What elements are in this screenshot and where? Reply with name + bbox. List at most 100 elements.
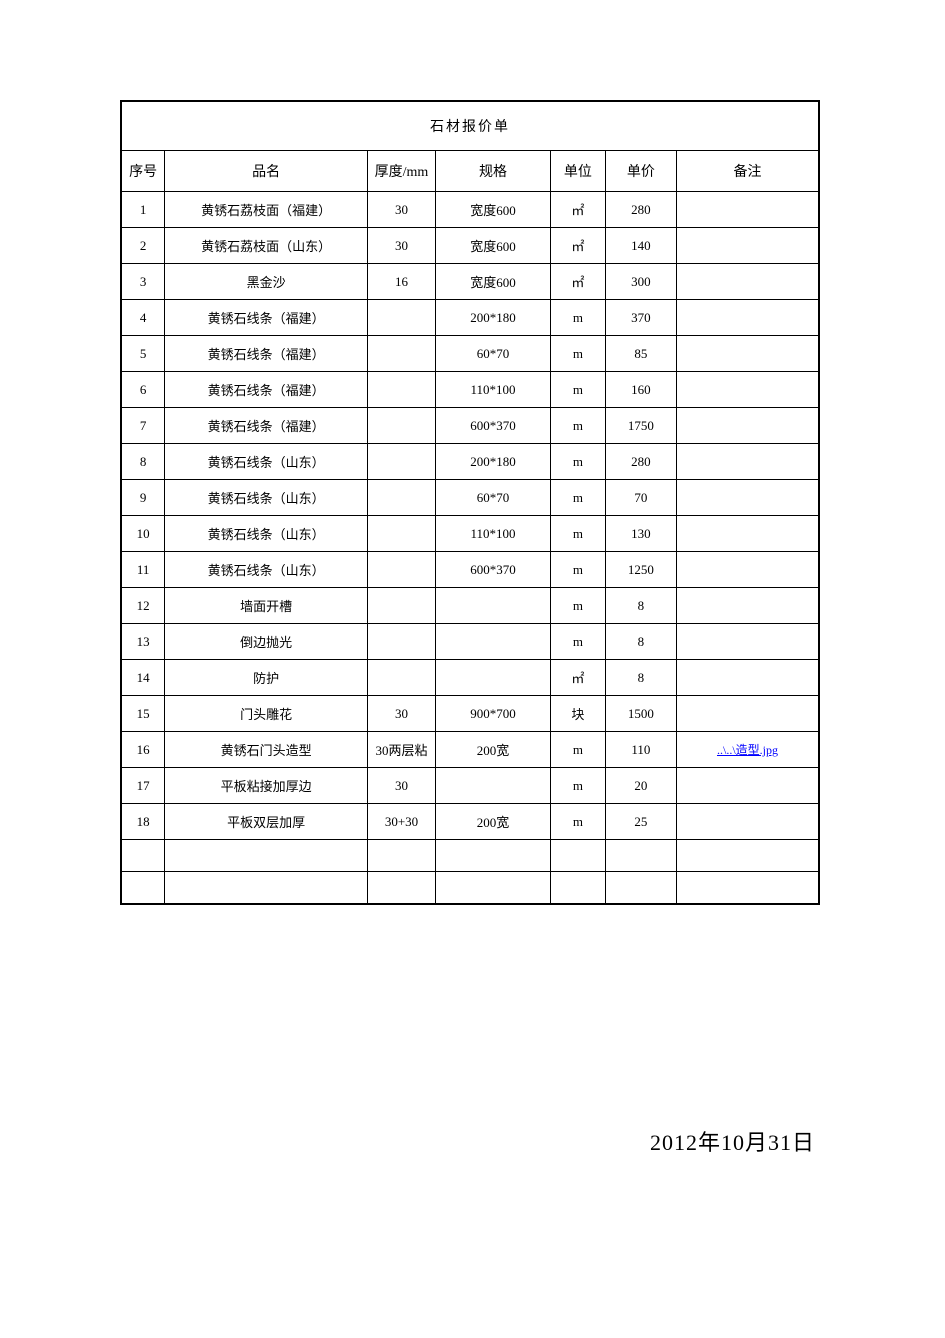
cell-price: 20 <box>605 768 676 804</box>
table-row: 14防护㎡8 <box>121 660 819 696</box>
cell-spec: 600*370 <box>435 408 550 444</box>
cell-remark <box>677 696 820 732</box>
cell-name: 倒边抛光 <box>165 624 368 660</box>
cell-unit: m <box>551 480 606 516</box>
cell-name: 防护 <box>165 660 368 696</box>
cell-price: 8 <box>605 660 676 696</box>
cell-spec: 900*700 <box>435 696 550 732</box>
cell-unit: m <box>551 624 606 660</box>
cell-spec <box>435 840 550 872</box>
cell-unit: ㎡ <box>551 264 606 300</box>
table-row: 17平板粘接加厚边30m20 <box>121 768 819 804</box>
cell-unit: m <box>551 768 606 804</box>
table-row: 10黄锈石线条（山东）110*100m130 <box>121 516 819 552</box>
cell-thickness <box>368 372 436 408</box>
cell-spec: 200*180 <box>435 444 550 480</box>
cell-remark <box>677 872 820 904</box>
cell-price: 1250 <box>605 552 676 588</box>
cell-name: 黄锈石荔枝面（山东） <box>165 228 368 264</box>
cell-price: 160 <box>605 372 676 408</box>
col-header-spec: 规格 <box>435 151 550 192</box>
table-row: 12墙面开槽m8 <box>121 588 819 624</box>
cell-remark <box>677 408 820 444</box>
cell-seq: 13 <box>121 624 165 660</box>
cell-spec: 200宽 <box>435 804 550 840</box>
cell-name: 黄锈石线条（山东） <box>165 480 368 516</box>
cell-name: 墙面开槽 <box>165 588 368 624</box>
cell-unit: 块 <box>551 696 606 732</box>
cell-remark <box>677 588 820 624</box>
cell-remark: ..\..\造型.jpg <box>677 732 820 768</box>
cell-remark <box>677 444 820 480</box>
cell-price: 85 <box>605 336 676 372</box>
cell-thickness: 30 <box>368 696 436 732</box>
cell-name: 黑金沙 <box>165 264 368 300</box>
table-row: 2黄锈石荔枝面（山东）30宽度600㎡140 <box>121 228 819 264</box>
cell-unit: m <box>551 552 606 588</box>
table-row: 11黄锈石线条（山东）600*370m1250 <box>121 552 819 588</box>
cell-remark <box>677 264 820 300</box>
cell-name: 平板粘接加厚边 <box>165 768 368 804</box>
cell-thickness <box>368 444 436 480</box>
table-row: 8黄锈石线条（山东）200*180m280 <box>121 444 819 480</box>
cell-thickness <box>368 840 436 872</box>
cell-price: 1750 <box>605 408 676 444</box>
cell-price: 130 <box>605 516 676 552</box>
header-row: 序号 品名 厚度/mm 规格 单位 单价 备注 <box>121 151 819 192</box>
cell-thickness: 30+30 <box>368 804 436 840</box>
cell-seq: 6 <box>121 372 165 408</box>
cell-seq <box>121 872 165 904</box>
cell-remark <box>677 840 820 872</box>
col-header-price: 单价 <box>605 151 676 192</box>
remark-link[interactable]: ..\..\造型.jpg <box>717 743 778 757</box>
cell-price: 70 <box>605 480 676 516</box>
cell-remark <box>677 192 820 228</box>
cell-seq: 15 <box>121 696 165 732</box>
cell-unit: m <box>551 372 606 408</box>
cell-unit: m <box>551 336 606 372</box>
cell-seq: 17 <box>121 768 165 804</box>
cell-thickness <box>368 588 436 624</box>
cell-seq: 14 <box>121 660 165 696</box>
cell-thickness <box>368 408 436 444</box>
cell-remark <box>677 372 820 408</box>
cell-seq: 16 <box>121 732 165 768</box>
cell-remark <box>677 300 820 336</box>
cell-remark <box>677 624 820 660</box>
cell-unit <box>551 840 606 872</box>
cell-unit: m <box>551 300 606 336</box>
cell-price: 8 <box>605 624 676 660</box>
document-date: 2012年10月31日 <box>120 1125 825 1157</box>
col-header-thickness: 厚度/mm <box>368 151 436 192</box>
title-row: 石材报价单 <box>121 101 819 151</box>
stone-quotation-table: 石材报价单 序号 品名 厚度/mm 规格 单位 单价 备注 1黄锈石荔枝面（福建… <box>120 100 820 905</box>
table-row: 9黄锈石线条（山东）60*70m70 <box>121 480 819 516</box>
cell-price: 25 <box>605 804 676 840</box>
cell-unit <box>551 872 606 904</box>
cell-spec <box>435 872 550 904</box>
cell-spec: 600*370 <box>435 552 550 588</box>
cell-seq: 7 <box>121 408 165 444</box>
cell-thickness <box>368 624 436 660</box>
cell-seq: 11 <box>121 552 165 588</box>
cell-name: 黄锈石线条（福建） <box>165 408 368 444</box>
cell-seq: 3 <box>121 264 165 300</box>
cell-remark <box>677 480 820 516</box>
table-row: 3黑金沙16宽度600㎡300 <box>121 264 819 300</box>
cell-spec: 宽度600 <box>435 228 550 264</box>
cell-spec <box>435 588 550 624</box>
cell-seq: 9 <box>121 480 165 516</box>
col-header-seq: 序号 <box>121 151 165 192</box>
cell-unit: m <box>551 804 606 840</box>
cell-thickness: 16 <box>368 264 436 300</box>
cell-spec: 宽度600 <box>435 192 550 228</box>
cell-spec: 110*100 <box>435 372 550 408</box>
cell-unit: ㎡ <box>551 192 606 228</box>
cell-seq: 18 <box>121 804 165 840</box>
cell-thickness <box>368 336 436 372</box>
cell-price: 110 <box>605 732 676 768</box>
cell-price: 300 <box>605 264 676 300</box>
cell-name: 黄锈石线条（福建） <box>165 336 368 372</box>
cell-seq: 2 <box>121 228 165 264</box>
cell-thickness: 30 <box>368 192 436 228</box>
